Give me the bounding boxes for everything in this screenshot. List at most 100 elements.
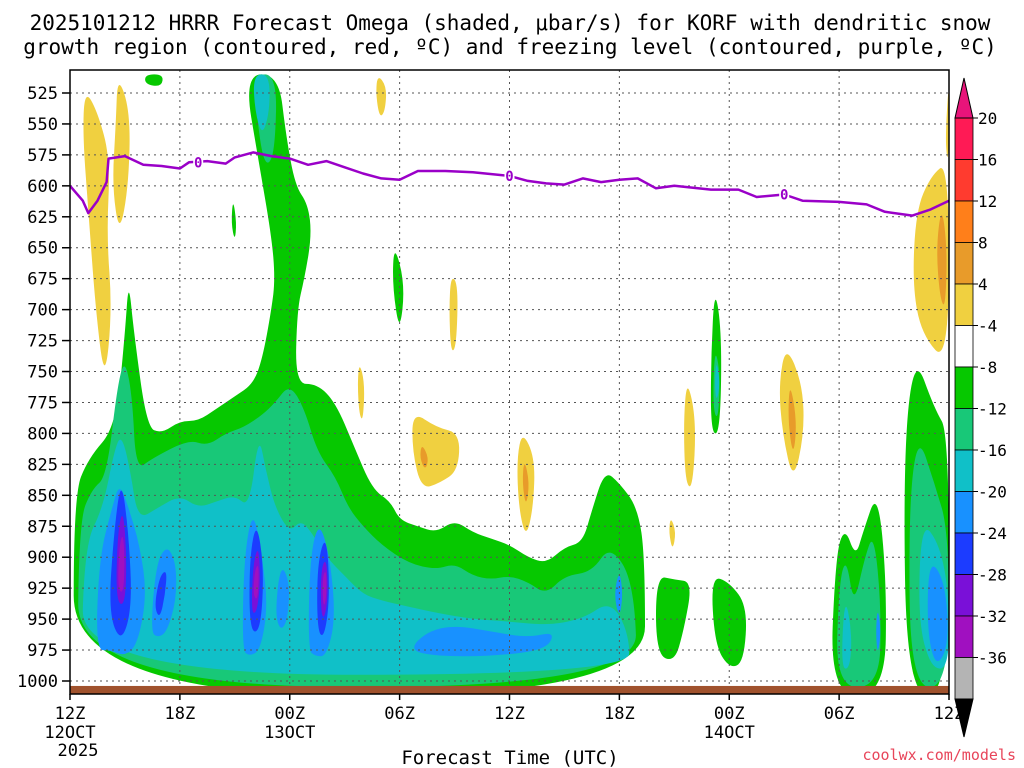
omega-region-21: [656, 577, 690, 660]
colorbar-label: -28: [978, 566, 1007, 585]
y-tick-label: 600: [27, 177, 58, 197]
colorbar-segment: [954, 615, 974, 658]
colorbar-segment: [954, 491, 974, 534]
y-tick-label: 850: [27, 486, 58, 506]
colorbar-label: -8: [978, 358, 997, 377]
omega-region-46: [155, 572, 167, 615]
omega-region-39: [276, 570, 289, 628]
colorbar-segment: [954, 325, 974, 368]
colorbar-label: 16: [978, 151, 997, 170]
colorbar-label: -36: [978, 649, 1007, 668]
y-tick-label: 550: [27, 115, 58, 135]
omega-shading: [73, 74, 949, 694]
freezing-level-label: 0: [505, 169, 513, 185]
gridlines: [70, 70, 949, 694]
y-tick-label: 725: [27, 332, 58, 352]
colorbar-label: -12: [978, 400, 1007, 419]
y-tick-label: 625: [27, 208, 58, 228]
x-tick-date: 12OCT: [44, 723, 95, 743]
colorbar-segment: [954, 242, 974, 285]
y-tick-label: 875: [27, 517, 58, 537]
colorbar-label: -20: [978, 483, 1007, 502]
omega-region-1: [113, 85, 130, 224]
omega-region-43: [927, 566, 948, 662]
colorbar-segment: [954, 366, 974, 409]
omega-region-14: [788, 390, 796, 449]
omega-region-0: [83, 96, 111, 366]
colorbar-label: 8: [978, 234, 988, 253]
omega-region-11: [945, 93, 949, 157]
freezing-label-bg: [193, 154, 204, 171]
x-tick-label: 12Z: [934, 704, 965, 724]
y-tick-label: 800: [27, 424, 58, 444]
colorbar-segment: [954, 200, 974, 243]
ground-band: [70, 685, 949, 694]
omega-region-33: [715, 365, 720, 398]
omega-region-32: [253, 74, 270, 131]
colorbar-bottom-arrow: [954, 698, 974, 738]
y-tick-label: 825: [27, 455, 58, 475]
omega-region-7: [684, 388, 696, 487]
omega-region-18: [145, 74, 163, 86]
x-tick-label: 06Z: [824, 704, 855, 724]
colorbar-segment: [954, 657, 974, 700]
omega-region-52: [118, 536, 125, 592]
omega-region-31: [82, 439, 630, 675]
colorbar-segment: [954, 532, 974, 575]
x-tick-label: 00Z: [714, 704, 745, 724]
omega-region-15: [522, 464, 529, 502]
freezing-level-label: 0: [780, 188, 788, 204]
freezing-level-contour: 0 0 0: [70, 151, 949, 217]
colorbar-segment: [954, 449, 974, 492]
y-tick-label: 925: [27, 579, 58, 599]
colorbar-label: -4: [978, 317, 997, 336]
freezing-label-bg: [504, 167, 515, 184]
omega-region-20: [393, 253, 404, 322]
y-tick-label: 950: [27, 610, 58, 630]
colorbar-segment: [954, 283, 974, 326]
omega-region-4: [357, 367, 365, 419]
colorbar-label: 20: [978, 109, 997, 128]
colorbar: 20 16 12 8 4 -4 -8 -12 -16 -20 -24 -28 -32 -36: [954, 77, 1007, 738]
omega-region-12: [913, 167, 949, 352]
colorbar-top-arrow: [954, 77, 974, 119]
omega-region-13: [937, 215, 947, 305]
omega-region-5: [412, 416, 460, 487]
colorbar-label: 12: [978, 192, 997, 211]
y-tick-label: 675: [27, 270, 58, 290]
colorbar-label: -32: [978, 607, 1007, 626]
omega-region-16: [420, 447, 428, 468]
chart-title-line-1: 2025101212 HRRR Forecast Omega (shaded, …: [30, 11, 991, 35]
omega-region-41: [414, 626, 552, 657]
colorbar-segment: [954, 574, 974, 617]
omega-region-54: [322, 572, 327, 605]
x-tick-label: 06Z: [384, 704, 415, 724]
y-tick-label: 900: [27, 548, 58, 568]
x-tick-date: 14OCT: [704, 723, 755, 743]
y-tick-label: 975: [27, 641, 58, 661]
x-tick-label: 12Z: [55, 704, 86, 724]
x-tick-label: 18Z: [604, 704, 635, 724]
x-tick-label: 12Z: [494, 704, 525, 724]
omega-region-2: [376, 78, 387, 116]
ground-layer: [70, 685, 949, 694]
colorbar-label: 4: [978, 275, 988, 294]
x-tick-date: 13OCT: [264, 723, 315, 743]
colorbar-segment: [954, 408, 974, 451]
colorbar-segment: [954, 117, 974, 160]
y-tick-label: 525: [27, 84, 58, 104]
y-tick-label: 750: [27, 363, 58, 383]
y-axis-ticks: 525 550 575 600 625 650 675 700 725 750 775 800 825 8…: [17, 84, 70, 692]
y-tick-label: 1000: [17, 672, 58, 692]
credit-text: coolwx.com/models: [862, 746, 1016, 764]
freezing-level-line: [70, 151, 949, 217]
y-tick-label: 575: [27, 146, 58, 166]
omega-region-42: [615, 575, 623, 613]
freezing-label-bg: [779, 186, 790, 203]
colorbar-label: -16: [978, 441, 1007, 460]
freezing-level-label: 0: [194, 155, 202, 171]
x-tick-label: 18Z: [165, 704, 196, 724]
omega-region-44: [876, 612, 881, 651]
